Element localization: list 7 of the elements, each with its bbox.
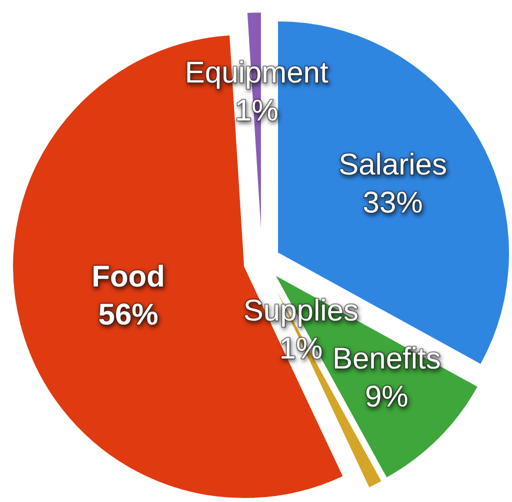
data-label: 33% (362, 186, 423, 220)
slice-label: Supplies (243, 294, 359, 328)
data-label: 56% (98, 298, 158, 332)
data-label: 9% (364, 380, 408, 414)
slice-label: Food (92, 260, 165, 294)
slice-label: Equipment (184, 56, 329, 90)
slice-label: Salaries (338, 148, 447, 182)
